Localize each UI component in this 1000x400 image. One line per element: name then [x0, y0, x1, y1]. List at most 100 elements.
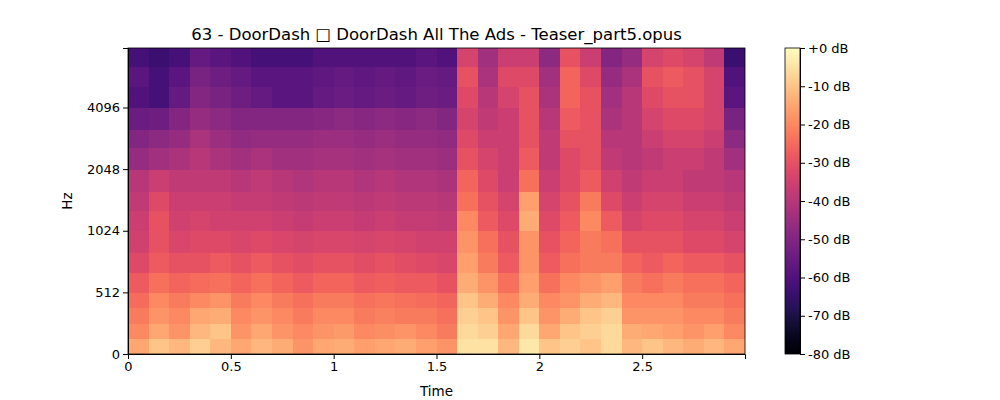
cell: [293, 191, 314, 211]
cell: [416, 273, 437, 293]
cell: [210, 323, 231, 339]
cell: [190, 108, 211, 130]
cell: [251, 48, 272, 67]
cell: [601, 129, 622, 148]
colorbar-tick-mark: [800, 239, 805, 240]
cell: [622, 253, 643, 273]
x-tick: 1: [330, 354, 338, 374]
cell: [251, 66, 272, 86]
cell: [128, 211, 149, 231]
cell: [128, 148, 149, 170]
cell: [149, 339, 170, 354]
cell: [354, 308, 375, 324]
y-tick-mark: [123, 108, 128, 109]
cell: [210, 339, 231, 354]
cell: [375, 231, 396, 253]
cell: [457, 231, 478, 253]
cell: [231, 148, 252, 170]
cell: [251, 129, 272, 148]
cell: [334, 66, 355, 86]
cell: [642, 191, 663, 211]
cell: [416, 191, 437, 211]
cell: [272, 211, 293, 231]
cell: [642, 148, 663, 170]
cell: [622, 273, 643, 293]
cell: [395, 292, 416, 308]
cell: [601, 211, 622, 231]
cell: [704, 211, 725, 231]
cell: [354, 191, 375, 211]
cell: [231, 253, 252, 273]
cell: [601, 231, 622, 253]
cell: [642, 86, 663, 108]
cell: [231, 86, 252, 108]
cell: [539, 66, 560, 86]
cell: [704, 169, 725, 191]
cell: [683, 108, 704, 130]
cell: [580, 231, 601, 253]
cell: [519, 66, 540, 86]
cell: [231, 323, 252, 339]
colorbar-tick-mark: [800, 354, 805, 355]
cell: [601, 191, 622, 211]
colorbar-tick: -70 dB: [800, 308, 851, 323]
cell: [149, 191, 170, 211]
cell: [519, 292, 540, 308]
cell: [498, 273, 519, 293]
cell: [210, 292, 231, 308]
cell: [478, 86, 499, 108]
cell: [539, 169, 560, 191]
cell: [580, 191, 601, 211]
cell: [437, 211, 458, 231]
cell: [519, 108, 540, 130]
x-tick-label: 2.5: [632, 359, 653, 374]
cell: [354, 48, 375, 67]
cell: [724, 308, 745, 324]
cell: [395, 48, 416, 67]
cell: [416, 86, 437, 108]
cell: [354, 339, 375, 354]
cell: [190, 231, 211, 253]
cell: [622, 86, 643, 108]
cell: [683, 292, 704, 308]
x-tick: 0.5: [221, 354, 242, 374]
cell: [231, 211, 252, 231]
title: 63 - DoorDash □ DoorDash All The Ads - T…: [191, 25, 682, 45]
cell: [478, 339, 499, 354]
cell: [128, 231, 149, 253]
cell: [498, 292, 519, 308]
cell: [354, 323, 375, 339]
colorbar-tick-mark: [800, 163, 805, 164]
cell: [704, 273, 725, 293]
y-tick: 4096: [87, 100, 128, 115]
cell: [190, 148, 211, 170]
cell: [601, 253, 622, 273]
cell: [251, 339, 272, 354]
cell: [251, 308, 272, 324]
cell: [498, 66, 519, 86]
x-tick-label: 0.5: [221, 359, 242, 374]
y-tick-mark: [123, 231, 128, 232]
colorbar-tick: -10 dB: [800, 79, 851, 94]
colorbar-tick-mark: [800, 201, 805, 202]
cell: [519, 231, 540, 253]
cell: [210, 148, 231, 170]
cell: [293, 86, 314, 108]
cell: [704, 308, 725, 324]
cell: [539, 231, 560, 253]
cell: [149, 273, 170, 293]
cell: [293, 323, 314, 339]
cell: [251, 273, 272, 293]
colorbar-tick-mark: [800, 48, 805, 49]
colorbar-tick: -50 dB: [800, 232, 851, 247]
cell: [190, 86, 211, 108]
cell: [478, 292, 499, 308]
cell: [601, 339, 622, 354]
cell: [293, 129, 314, 148]
cell: [149, 66, 170, 86]
cell: [478, 231, 499, 253]
cell: [663, 169, 684, 191]
cell: [128, 253, 149, 273]
cell: [457, 66, 478, 86]
cell: [293, 231, 314, 253]
